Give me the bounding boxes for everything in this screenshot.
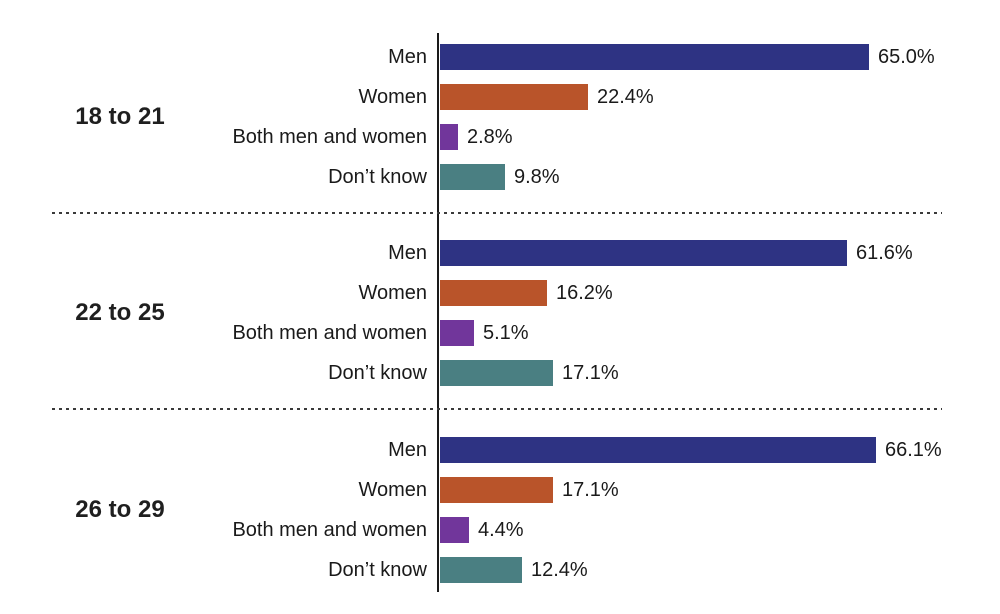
value-label: 9.8% <box>514 165 560 188</box>
age-group-section-26-29: 26 to 29 Men 66.1% Women 17.1% Both men … <box>0 430 1000 590</box>
value-label: 65.0% <box>878 45 935 68</box>
value-label: 61.6% <box>856 241 913 264</box>
bar-row: Men 66.1% <box>0 430 1000 470</box>
value-label: 66.1% <box>885 438 942 461</box>
value-label: 17.1% <box>562 478 619 501</box>
value-label: 17.1% <box>562 361 619 384</box>
group-label: 22 to 25 <box>75 299 165 326</box>
category-label: Men <box>388 241 427 264</box>
group-label: 18 to 21 <box>75 103 165 130</box>
category-label: Men <box>388 438 427 461</box>
value-label: 2.8% <box>467 125 513 148</box>
bar-both-men-and-women <box>440 517 469 543</box>
bar-both-men-and-women <box>440 320 474 346</box>
bar-men <box>440 240 847 266</box>
bar-row: Don’t know 17.1% <box>0 353 1000 393</box>
bar-row: Women 22.4% <box>0 77 1000 117</box>
bar-women <box>440 84 588 110</box>
bar-row: Men 65.0% <box>0 37 1000 77</box>
age-group-section-18-21: 18 to 21 Men 65.0% Women 22.4% Both men … <box>0 37 1000 197</box>
bar-row: Women 17.1% <box>0 470 1000 510</box>
bar-men <box>440 44 869 70</box>
bar-row: Both men and women 2.8% <box>0 117 1000 157</box>
bar-row: Men 61.6% <box>0 233 1000 273</box>
category-label: Both men and women <box>232 518 427 541</box>
value-label: 5.1% <box>483 321 529 344</box>
bar-row: Both men and women 5.1% <box>0 313 1000 353</box>
category-label: Women <box>358 281 427 304</box>
bar-dont-know <box>440 360 553 386</box>
value-label: 22.4% <box>597 85 654 108</box>
value-label: 4.4% <box>478 518 524 541</box>
category-label: Men <box>388 45 427 68</box>
bar-women <box>440 477 553 503</box>
category-label: Don’t know <box>328 165 427 188</box>
group-separator-dotted-line <box>52 408 942 410</box>
axis-baseline <box>437 33 439 592</box>
category-label: Both men and women <box>232 125 427 148</box>
bar-dont-know <box>440 557 522 583</box>
bar-women <box>440 280 547 306</box>
category-label: Don’t know <box>328 361 427 384</box>
bar-dont-know <box>440 164 505 190</box>
category-label: Women <box>358 478 427 501</box>
age-group-section-22-25: 22 to 25 Men 61.6% Women 16.2% Both men … <box>0 233 1000 393</box>
bar-men <box>440 437 876 463</box>
bar-row: Women 16.2% <box>0 273 1000 313</box>
bar-row: Both men and women 4.4% <box>0 510 1000 550</box>
bar-row: Don’t know 12.4% <box>0 550 1000 590</box>
category-label: Women <box>358 85 427 108</box>
value-label: 16.2% <box>556 281 613 304</box>
group-separator-dotted-line <box>52 212 942 214</box>
bar-both-men-and-women <box>440 124 458 150</box>
category-label: Both men and women <box>232 321 427 344</box>
value-label: 12.4% <box>531 558 588 581</box>
bar-row: Don’t know 9.8% <box>0 157 1000 197</box>
group-label: 26 to 29 <box>75 496 165 523</box>
category-label: Don’t know <box>328 558 427 581</box>
